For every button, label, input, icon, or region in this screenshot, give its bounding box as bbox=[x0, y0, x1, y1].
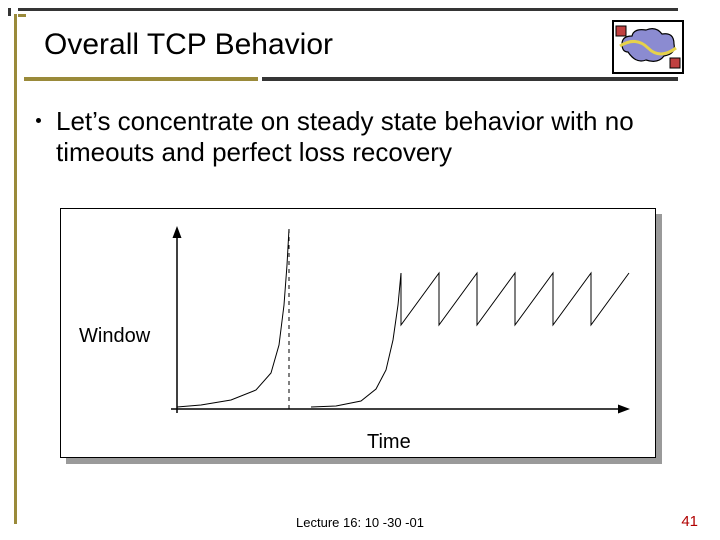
logo-svg bbox=[614, 22, 682, 72]
slide-title: Overall TCP Behavior bbox=[44, 28, 333, 62]
page-number: 41 bbox=[681, 513, 698, 530]
slow-start-curve-1 bbox=[177, 229, 289, 407]
footer-text: Lecture 16: 10 -30 -01 bbox=[0, 515, 720, 530]
bullet: Let’s concentrate on steady state behavi… bbox=[56, 106, 666, 168]
logo bbox=[612, 20, 684, 74]
cloud-icon bbox=[620, 29, 676, 62]
slide: Overall TCP Behavior Let’s concentrate o… bbox=[0, 0, 720, 540]
rule-left bbox=[14, 14, 17, 524]
rule-top bbox=[18, 8, 678, 11]
bullet-text: Let’s concentrate on steady state behavi… bbox=[56, 106, 666, 168]
tcp-window-chart: Window Time bbox=[60, 208, 662, 464]
sawtooth-curve bbox=[401, 273, 629, 325]
node-icon bbox=[616, 26, 626, 36]
bullet-marker bbox=[36, 118, 41, 123]
rule-title bbox=[262, 77, 678, 81]
slow-start-curve-2 bbox=[311, 273, 401, 407]
x-axis-label: Time bbox=[367, 431, 411, 454]
rule-top-accent bbox=[18, 14, 26, 17]
rule-left-short bbox=[8, 8, 11, 16]
rule-title-accent bbox=[24, 77, 258, 81]
chart-box: Window Time bbox=[60, 208, 656, 458]
y-axis-label: Window bbox=[79, 325, 150, 348]
chart-svg bbox=[171, 225, 639, 425]
node-icon bbox=[670, 58, 680, 68]
